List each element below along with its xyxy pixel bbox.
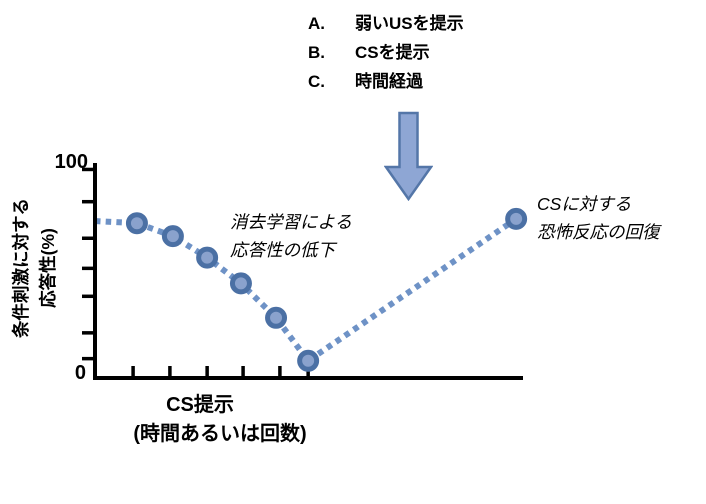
- y-axis-title-line1: 条件刺激に対する: [11, 198, 31, 338]
- data-point-marker: [196, 246, 219, 269]
- list-item-c: C. 時間経過: [308, 67, 464, 96]
- extinction-annotation-line1: 消去学習による: [230, 212, 352, 232]
- list-item-text: 弱いUSを提示: [355, 14, 464, 33]
- recovery-annotation-line1: CSに対する: [537, 194, 632, 214]
- data-point-marker: [229, 272, 252, 295]
- list-item-text: 時間経過: [355, 72, 423, 91]
- procedure-list: A. 弱いUSを提示 B. CSを提示 C. 時間経過: [308, 9, 464, 96]
- recovery-annotation-line2: 恐怖反応の回復: [537, 222, 660, 242]
- data-point-marker: [505, 207, 528, 230]
- list-item-a: A. 弱いUSを提示: [308, 9, 464, 38]
- recovery-annotation: CSに対する 恐怖反応の回復: [537, 190, 660, 246]
- list-item-label: A.: [308, 14, 325, 33]
- y-axis-min-label: 0: [74, 362, 86, 384]
- list-item-text: CSを提示: [355, 43, 430, 62]
- x-axis-title-line1: CS提示: [166, 394, 234, 416]
- axes: [93, 163, 523, 380]
- y-axis-title: 条件刺激に対する 応答性(%): [8, 162, 64, 374]
- data-point-marker: [125, 212, 148, 235]
- x-axis-title-line2: (時間あるいは回数): [133, 423, 307, 445]
- y-axis-max-label: 100: [54, 151, 88, 173]
- list-item-label: C.: [308, 72, 325, 91]
- extinction-annotation: 消去学習による 応答性の低下: [230, 208, 352, 264]
- data-point-marker: [161, 225, 184, 248]
- y-axis-title-line2: 応答性(%): [38, 228, 58, 308]
- down-arrow-icon: [384, 111, 433, 201]
- data-point-marker: [265, 306, 288, 329]
- data-point-marker: [297, 349, 320, 372]
- extinction-annotation-line2: 応答性の低下: [230, 240, 335, 260]
- list-item-label: B.: [308, 43, 325, 62]
- list-item-b: B. CSを提示: [308, 38, 464, 67]
